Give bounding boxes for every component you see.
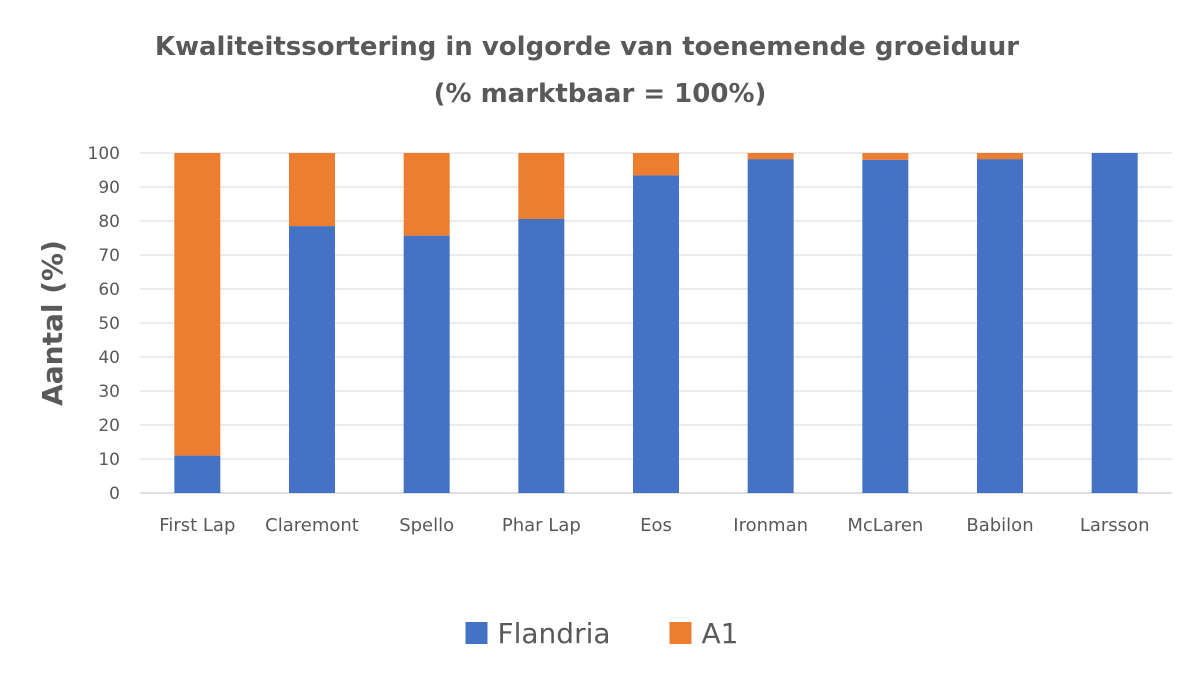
x-tick-label: McLaren	[847, 515, 923, 536]
bar-a1-first-lap	[174, 153, 221, 456]
x-tick-label: Larsson	[1080, 515, 1150, 536]
y-tick-label: 0	[109, 484, 120, 504]
bar-a1-spello	[403, 153, 450, 236]
bar-flandria-first-lap	[174, 455, 221, 493]
y-tick-label: 40	[98, 348, 120, 368]
bar-flandria-eos	[633, 175, 679, 493]
x-tick-label: Babilon	[966, 515, 1033, 536]
legend-label-a1: A1	[702, 617, 739, 650]
y-tick-label: 30	[98, 382, 120, 402]
bar-flandria-claremont	[289, 226, 335, 493]
chart-subtitle: (% marktbaar = 100%)	[434, 79, 767, 109]
x-tick-label: Spello	[399, 515, 454, 536]
y-tick-label: 20	[98, 416, 120, 436]
y-tick-label: 100	[88, 144, 120, 164]
x-tick-label: Phar Lap	[502, 515, 581, 536]
x-tick-labels: First Lap Claremont Spello Phar Lap Eos Ironm…	[159, 515, 1149, 536]
bar-flandria-phar-lap	[518, 218, 565, 493]
legend-label-flandria: Flandria	[498, 617, 611, 650]
bar-a1-babilon	[977, 153, 1023, 160]
bar-a1-eos	[633, 153, 679, 176]
bar-a1-phar-lap	[518, 153, 565, 219]
legend: Flandria A1	[465, 617, 739, 650]
bars	[174, 153, 1138, 494]
y-tick-label: 90	[98, 178, 120, 198]
y-axis-label: Aantal (%)	[36, 240, 69, 406]
x-tick-label: Eos	[640, 515, 672, 536]
bar-a1-mclaren	[862, 153, 909, 160]
legend-swatch-flandria	[465, 622, 488, 644]
bar-flandria-ironman	[747, 159, 794, 493]
y-tick-label: 10	[98, 450, 120, 470]
y-tick-label: 80	[98, 212, 120, 232]
bar-flandria-mclaren	[862, 159, 909, 494]
y-tick-labels: 0 10 20 30 40 50 60 70 80 90 100	[88, 144, 120, 504]
x-tick-label: Ironman	[733, 515, 808, 536]
bar-flandria-larsson	[1091, 153, 1138, 493]
bar-flandria-babilon	[977, 159, 1023, 493]
legend-swatch-a1	[669, 622, 692, 644]
x-tick-label: Claremont	[265, 515, 359, 536]
y-tick-label: 60	[98, 280, 120, 300]
y-tick-label: 70	[98, 246, 120, 266]
bar-a1-ironman	[747, 153, 794, 160]
bar-a1-claremont	[289, 153, 335, 227]
y-tick-label: 50	[98, 314, 120, 334]
bar-flandria-spello	[403, 235, 450, 493]
chart-title: Kwaliteitssortering in volgorde van toen…	[155, 32, 1019, 62]
x-tick-label: First Lap	[159, 515, 235, 536]
